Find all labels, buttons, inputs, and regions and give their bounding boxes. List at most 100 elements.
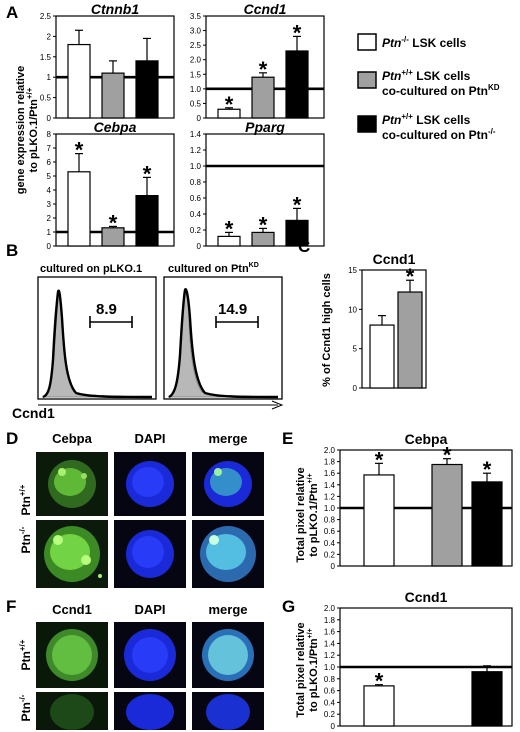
- tick-label: 1.6: [324, 469, 336, 478]
- tick-label: 1.4: [190, 130, 202, 139]
- panel-f-row-labels: Ptn+/+ Ptn-/-: [18, 639, 33, 721]
- chart-cebpa: Cebpa 0 1 2 3 4 5 6 7 8 * * *: [47, 119, 175, 251]
- col-header-dapi-f: DAPI: [134, 602, 165, 617]
- bar: [67, 171, 91, 247]
- tick-label: 15: [348, 266, 357, 275]
- micrograph-f-dapi-ko: [114, 692, 186, 730]
- flow-histogram-left: 8.9: [37, 276, 157, 400]
- panel-letter-a: A: [6, 3, 18, 22]
- tick-label: 0: [47, 114, 52, 123]
- bar: [135, 60, 159, 119]
- bar: [397, 291, 423, 389]
- tick-label: 1.6: [324, 628, 336, 637]
- legend-swatch-ptnkd: [357, 71, 377, 89]
- tick-label: 2: [47, 214, 52, 223]
- micrograph-d-cebpa-ko: [36, 520, 108, 588]
- tick-label: 0.5: [40, 94, 52, 103]
- micrograph-f-dapi-wt: [114, 622, 186, 688]
- bar: [471, 671, 503, 727]
- panel-letter-c: C: [298, 237, 310, 256]
- col-header-dapi: DAPI: [134, 431, 165, 446]
- tick-label: 10: [348, 305, 357, 314]
- svg-text:% of Ccnd1 high cells: % of Ccnd1 high cells: [321, 273, 333, 387]
- tick-label: 1.5: [190, 70, 202, 79]
- panel-e-ylabel: Total pixel relative to pLKO.1/Ptn+/+: [295, 467, 320, 562]
- panel-a-ylabel-line1: gene expression relative: [15, 66, 27, 194]
- tick-label: 1: [47, 228, 52, 237]
- panel-letter-d: D: [6, 429, 18, 448]
- panel-d-headers: Cebpa DAPI merge: [52, 431, 247, 446]
- bar: [369, 324, 395, 389]
- flow-x-label: Ccnd1: [12, 405, 55, 421]
- significance-star: *: [375, 669, 384, 694]
- tick-label: 1.8: [324, 616, 336, 625]
- tick-label: 0.8: [324, 516, 336, 525]
- svg-text:to pLKO.1/Ptn+/+: to pLKO.1/Ptn+/+: [307, 628, 320, 711]
- panel-letter-g: G: [282, 597, 295, 616]
- significance-star: *: [293, 20, 302, 45]
- legend-entry-1: Ptn-/- LSK cells: [382, 35, 467, 50]
- col-header-merge: merge: [208, 431, 247, 446]
- micrograph-d-merge-ko: [192, 520, 264, 588]
- panel-d-row-labels: Ptn+/+ Ptn-/-: [18, 484, 33, 553]
- chart-ctnnb1: Ctnnb1 0 0.5 1 1.5 2 2.5: [40, 1, 175, 123]
- row-label-ptn-wt: Ptn+/+: [18, 484, 33, 515]
- legend-entry-3: Ptn+/+ LSK cells: [382, 112, 471, 127]
- panel-a-ylabel-line2: to pLKO.1/Ptn: [28, 99, 40, 173]
- tick-label: 0.4: [324, 698, 336, 707]
- chart-panel-c: Ccnd1 0 5 10 15 *: [348, 251, 427, 393]
- flow-label-left: cultured on pLKO.1: [40, 263, 142, 275]
- chart-title-c-ccnd1: Ccnd1: [373, 251, 416, 267]
- tick-label: 0: [331, 722, 336, 731]
- svg-text:to pLKO.1/Ptn+/+: to pLKO.1/Ptn+/+: [307, 473, 320, 556]
- tick-label: 1.2: [324, 492, 336, 501]
- svg-text:Total pixel relative: Total pixel relative: [295, 467, 307, 562]
- significance-star: *: [225, 92, 234, 117]
- row-label-f-ko: Ptn-/-: [18, 694, 33, 721]
- tick-label: 1.2: [324, 651, 336, 660]
- significance-star: *: [375, 447, 384, 472]
- gate-value-right: 14.9: [218, 301, 247, 318]
- svg-text:to pLKO.1/Ptn+/+: to pLKO.1/Ptn+/+: [25, 87, 40, 172]
- legend: Ptn-/- LSK cells Ptn+/+ LSK cells co-cul…: [357, 33, 500, 142]
- tick-label: 1.8: [324, 458, 336, 467]
- significance-star: *: [225, 216, 234, 241]
- tick-label: 0: [197, 114, 202, 123]
- tick-label: 0.4: [324, 539, 336, 548]
- tick-label: 0.4: [190, 210, 202, 219]
- bar: [431, 463, 463, 567]
- chart-panel-g: Ccnd1 0 0.2 0.4 0.6 0.8 1.0 1.2 1.4 1.6 1.8 2.0 *: [324, 589, 513, 731]
- chart-pparg: Pparg 0 0.2 0.4 0.6 0.8 1.0 1.2 1.4 * * *: [190, 119, 325, 251]
- tick-label: 3.0: [190, 27, 202, 36]
- tick-label: 0.6: [190, 194, 202, 203]
- significance-star: *: [483, 457, 492, 482]
- micrograph-d-dapi-ko: [114, 520, 186, 588]
- tick-label: 0.2: [324, 710, 336, 719]
- significance-star: *: [406, 264, 415, 289]
- tick-label: 0.5: [190, 99, 202, 108]
- panel-c-ylabel: % of Ccnd1 high cells: [321, 273, 333, 387]
- tick-label: 1.0: [324, 504, 336, 513]
- tick-label: 0: [331, 562, 336, 571]
- chart-panel-e: Cebpa 0 0.2 0.4 0.6 0.8 1.0 1.2 1.4 1.6 1.8 2.0 * * *: [324, 431, 513, 571]
- bar: [101, 72, 125, 119]
- chart-title-a-ctnnb1: Ctnnb1: [91, 1, 139, 17]
- legend-entry-3-line2: co-cultured on Ptn-/-: [382, 127, 496, 142]
- tick-label: 0.8: [190, 178, 202, 187]
- flow-histogram-right: 14.9: [163, 276, 283, 400]
- gate-value-left: 8.9: [96, 301, 117, 318]
- col-header-ccnd1: Ccnd1: [52, 602, 92, 617]
- tick-label: 5: [47, 172, 52, 181]
- tick-label: 1.4: [324, 639, 336, 648]
- legend-swatch-ptn-ko: [357, 33, 377, 51]
- legend-swatch-ptn-ko-stroma: [357, 115, 377, 133]
- legend-entry-2-line2: co-cultured on PtnKD: [382, 83, 500, 98]
- chart-title-g-ccnd1: Ccnd1: [405, 589, 448, 605]
- svg-text:Total pixel relative: Total pixel relative: [295, 622, 307, 717]
- chart-ccnd1: Ccnd1 0 0.5 1.0 1.5 2.0 2.5 3.0 3.5 * * *: [190, 1, 325, 123]
- tick-label: 6: [47, 158, 52, 167]
- tick-label: 0: [353, 384, 358, 393]
- tick-label: 0.8: [324, 675, 336, 684]
- legend-entry-2: Ptn+/+ LSK cells: [382, 68, 471, 83]
